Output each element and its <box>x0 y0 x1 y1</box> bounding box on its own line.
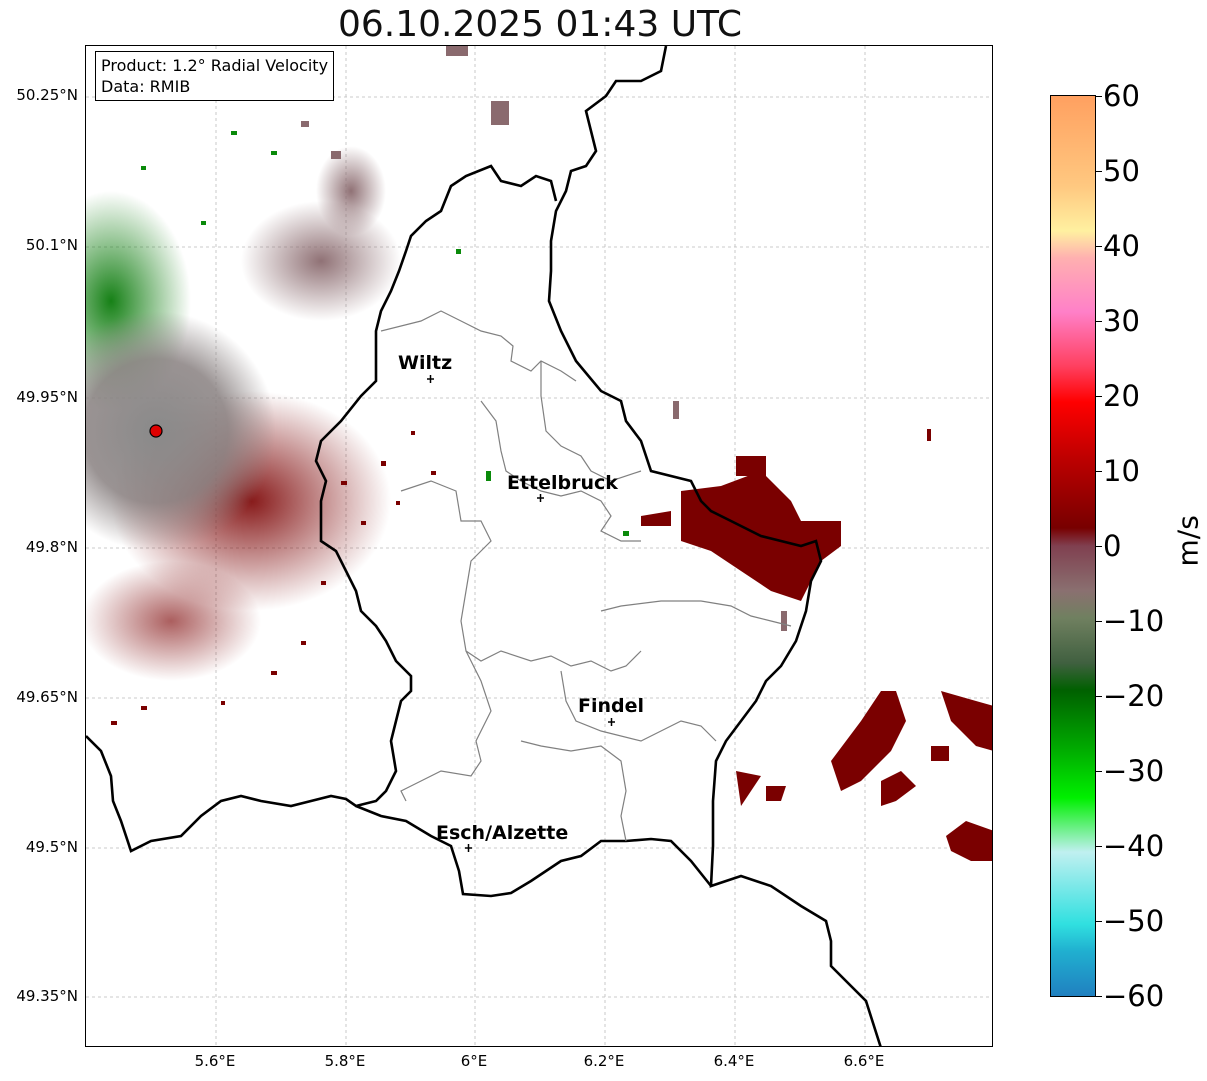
colorbar-tick-m30: −30 <box>1103 754 1165 788</box>
lat-label-49-35: 49.35°N <box>16 987 78 1005</box>
map-title: 06.10.2025 01:43 UTC <box>337 4 743 45</box>
radar-site-marker <box>149 424 163 438</box>
echo-star <box>86 311 276 551</box>
echo-east-cells <box>641 429 992 861</box>
colorbar-tick-m10: −10 <box>1103 604 1165 638</box>
country-borders <box>86 46 882 1046</box>
echo-speckles <box>111 431 436 725</box>
lat-label-49-5: 49.5°N <box>25 838 78 856</box>
echo-red-south <box>86 561 261 681</box>
echo-speckles-green <box>141 131 629 536</box>
lat-label-49-8: 49.8°N <box>25 538 78 556</box>
lon-label-6-2: 6.2°E <box>583 1052 625 1070</box>
colorbar-tick-30: 30 <box>1103 304 1140 338</box>
colorbar-tick-40: 40 <box>1103 229 1140 263</box>
echo-mauve-north-2 <box>316 146 386 236</box>
lon-label-5-6: 5.6°E <box>194 1052 236 1070</box>
product-info-box: Product: 1.2° Radial Velocity Data: RMIB <box>95 51 335 101</box>
lat-label-50-1: 50.1°N <box>25 236 78 254</box>
lat-label-49-65: 49.65°N <box>16 688 78 706</box>
map-canvas: Wiltz Ettelbruck Findel Esch/Alzette <box>86 46 992 1046</box>
colorbar-gradient <box>1051 96 1095 996</box>
colorbar-tick-m40: −40 <box>1103 829 1165 863</box>
lat-label-49-95: 49.95°N <box>16 388 78 406</box>
echo-speckles-mauve <box>301 46 787 631</box>
lon-label-6: 6°E <box>460 1052 488 1070</box>
lon-label-6-6: 6.6°E <box>843 1052 885 1070</box>
colorbar-tick-60: 60 <box>1103 79 1140 113</box>
city-label-wiltz: Wiltz <box>398 352 452 374</box>
velocity-colorbar <box>1050 95 1096 997</box>
lat-label-50-25: 50.25°N <box>16 86 78 104</box>
lon-label-6-4: 6.4°E <box>713 1052 755 1070</box>
colorbar-tick-0: 0 <box>1103 529 1122 563</box>
city-markers <box>427 375 615 852</box>
city-label-findel: Findel <box>578 695 644 717</box>
city-label-ettelbruck: Ettelbruck <box>507 472 618 494</box>
colorbar-unit-label: m/s <box>1171 515 1205 567</box>
colorbar-tick-m50: −50 <box>1103 904 1165 938</box>
canton-boundaries <box>380 310 792 842</box>
colorbar-tick-10: 10 <box>1103 454 1140 488</box>
data-source-label: Data: RMIB <box>101 77 191 96</box>
colorbar-tick-m60: −60 <box>1103 979 1165 1013</box>
velocity-echoes <box>86 46 992 861</box>
lon-label-5-8: 5.8°E <box>324 1052 366 1070</box>
colorbar-tick-50: 50 <box>1103 154 1140 188</box>
product-label: Product: 1.2° Radial Velocity <box>101 56 329 75</box>
colorbar-tick-20: 20 <box>1103 379 1140 413</box>
radar-map[interactable]: Wiltz Ettelbruck Findel Esch/Alzette <box>85 45 993 1047</box>
colorbar-tick-m20: −20 <box>1103 679 1165 713</box>
city-label-esch-alzette: Esch/Alzette <box>436 822 568 844</box>
